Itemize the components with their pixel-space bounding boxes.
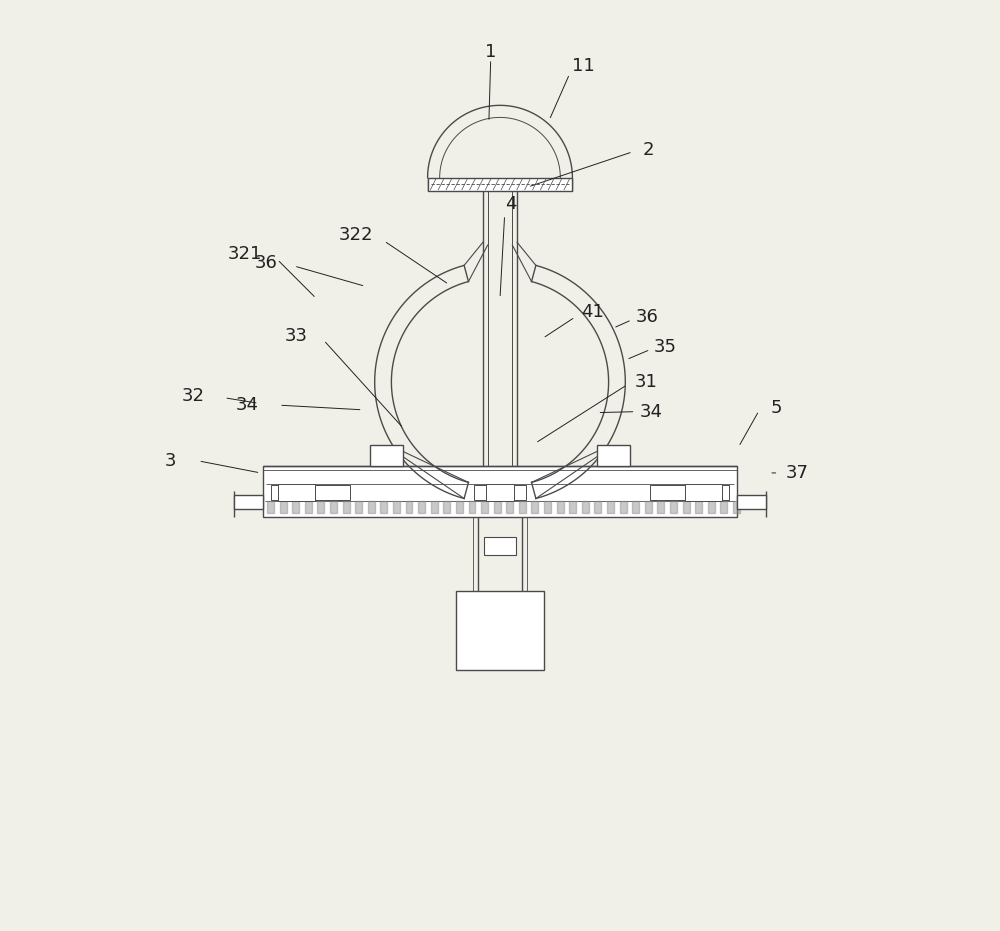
Text: 31: 31: [634, 373, 657, 391]
Polygon shape: [569, 501, 576, 513]
Polygon shape: [292, 501, 299, 513]
Polygon shape: [670, 501, 677, 513]
Bar: [278, 484, 315, 501]
Text: 321: 321: [228, 245, 262, 263]
Polygon shape: [267, 501, 274, 513]
Polygon shape: [406, 501, 412, 513]
Polygon shape: [305, 501, 312, 513]
Bar: [263, 466, 737, 517]
Polygon shape: [355, 501, 362, 513]
Text: 37: 37: [786, 464, 809, 482]
Text: 41: 41: [581, 304, 604, 321]
Text: 1: 1: [485, 44, 496, 61]
Polygon shape: [544, 501, 551, 513]
Polygon shape: [607, 501, 614, 513]
Polygon shape: [481, 501, 488, 513]
Polygon shape: [519, 501, 526, 513]
Polygon shape: [582, 501, 589, 513]
Text: 5: 5: [771, 399, 782, 417]
Bar: [737, 494, 766, 509]
Polygon shape: [683, 501, 690, 513]
Polygon shape: [708, 501, 715, 513]
Polygon shape: [418, 501, 425, 513]
Text: 36: 36: [255, 254, 278, 272]
Bar: [650, 485, 729, 500]
Polygon shape: [280, 501, 287, 513]
Polygon shape: [469, 501, 475, 513]
Polygon shape: [494, 501, 501, 513]
Polygon shape: [557, 501, 564, 513]
Polygon shape: [695, 501, 702, 513]
Polygon shape: [657, 501, 664, 513]
Text: 34: 34: [236, 397, 259, 414]
Bar: [271, 485, 350, 500]
Text: 36: 36: [635, 308, 658, 326]
Bar: [597, 445, 630, 466]
Polygon shape: [317, 501, 324, 513]
Bar: [428, 178, 572, 191]
Polygon shape: [632, 501, 639, 513]
Text: 322: 322: [339, 226, 373, 244]
Text: 35: 35: [654, 338, 677, 356]
Polygon shape: [506, 501, 513, 513]
Bar: [234, 494, 263, 509]
Bar: [484, 537, 516, 556]
Polygon shape: [456, 501, 463, 513]
Bar: [370, 445, 403, 466]
Text: 34: 34: [640, 403, 663, 421]
Text: 11: 11: [572, 58, 595, 75]
Polygon shape: [330, 501, 337, 513]
Bar: [474, 485, 526, 500]
Polygon shape: [733, 501, 740, 513]
Polygon shape: [645, 501, 652, 513]
Text: 33: 33: [284, 327, 307, 344]
Polygon shape: [343, 501, 350, 513]
Text: 3: 3: [165, 452, 176, 470]
Bar: [685, 484, 722, 501]
Polygon shape: [368, 501, 375, 513]
Polygon shape: [443, 501, 450, 513]
Polygon shape: [380, 501, 387, 513]
Bar: [486, 484, 514, 501]
Text: 2: 2: [643, 141, 654, 159]
Polygon shape: [594, 501, 601, 513]
Text: 4: 4: [505, 195, 517, 213]
Bar: [456, 591, 544, 670]
Polygon shape: [431, 501, 438, 513]
Polygon shape: [393, 501, 400, 513]
Polygon shape: [720, 501, 727, 513]
Text: 32: 32: [182, 387, 205, 405]
Polygon shape: [531, 501, 538, 513]
Polygon shape: [620, 501, 627, 513]
